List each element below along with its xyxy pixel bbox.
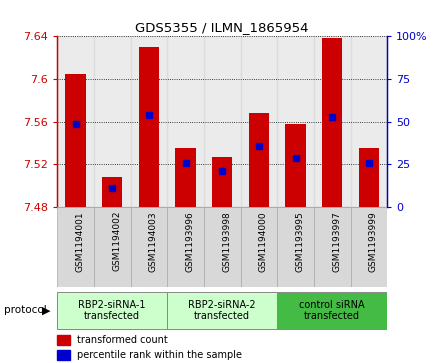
Text: transformed count: transformed count <box>77 335 168 345</box>
Bar <box>286 124 306 207</box>
Bar <box>139 47 159 207</box>
Bar <box>212 157 232 207</box>
Text: percentile rank within the sample: percentile rank within the sample <box>77 350 242 360</box>
Text: GSM1193998: GSM1193998 <box>222 211 231 272</box>
Bar <box>359 148 379 207</box>
Bar <box>57 335 70 345</box>
FancyBboxPatch shape <box>204 207 241 287</box>
Text: GSM1193995: GSM1193995 <box>296 211 304 272</box>
Text: protocol: protocol <box>4 305 47 315</box>
FancyBboxPatch shape <box>57 291 167 329</box>
FancyBboxPatch shape <box>314 207 351 287</box>
Bar <box>351 36 387 207</box>
Text: GSM1193996: GSM1193996 <box>186 211 194 272</box>
FancyBboxPatch shape <box>167 207 204 287</box>
Text: RBP2-siRNA-2
transfected: RBP2-siRNA-2 transfected <box>188 299 256 321</box>
Bar <box>167 36 204 207</box>
FancyBboxPatch shape <box>351 207 387 287</box>
FancyBboxPatch shape <box>94 207 131 287</box>
Bar <box>176 148 196 207</box>
Bar <box>322 38 342 207</box>
Bar <box>131 36 167 207</box>
Bar <box>102 177 122 207</box>
Bar <box>66 74 86 207</box>
Bar <box>277 36 314 207</box>
FancyBboxPatch shape <box>167 291 277 329</box>
Bar <box>57 350 70 360</box>
Bar <box>241 36 277 207</box>
FancyBboxPatch shape <box>277 291 387 329</box>
Text: GSM1194000: GSM1194000 <box>259 211 268 272</box>
Text: GSM1193999: GSM1193999 <box>369 211 378 272</box>
Text: ▶: ▶ <box>42 305 50 315</box>
Bar <box>314 36 351 207</box>
Bar <box>249 113 269 207</box>
Text: GSM1193997: GSM1193997 <box>332 211 341 272</box>
Bar <box>94 36 131 207</box>
Text: RBP2-siRNA-1
transfected: RBP2-siRNA-1 transfected <box>78 299 146 321</box>
FancyBboxPatch shape <box>241 207 277 287</box>
Text: control siRNA
transfected: control siRNA transfected <box>299 299 365 321</box>
FancyBboxPatch shape <box>57 207 94 287</box>
Title: GDS5355 / ILMN_1865954: GDS5355 / ILMN_1865954 <box>136 21 309 34</box>
Bar <box>204 36 241 207</box>
FancyBboxPatch shape <box>277 207 314 287</box>
FancyBboxPatch shape <box>131 207 167 287</box>
Bar <box>57 36 94 207</box>
Text: GSM1194002: GSM1194002 <box>112 211 121 272</box>
Text: GSM1194003: GSM1194003 <box>149 211 158 272</box>
Text: GSM1194001: GSM1194001 <box>76 211 84 272</box>
